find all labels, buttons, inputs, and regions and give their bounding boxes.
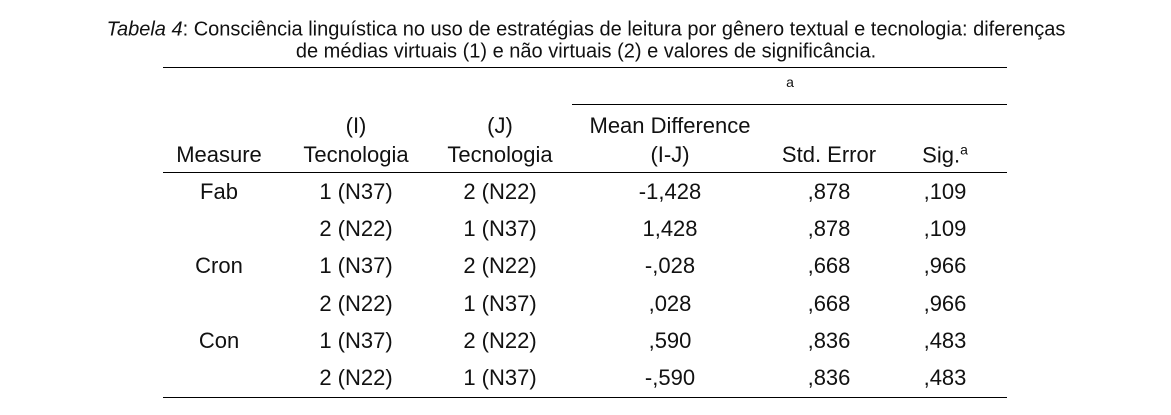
cell: 1 (N37) bbox=[319, 327, 393, 353]
column-header: Tecnologia bbox=[447, 142, 553, 167]
cell: ,878 bbox=[807, 179, 851, 204]
cell: ,483 bbox=[923, 365, 967, 390]
cell: -,590 bbox=[644, 365, 696, 390]
rule bbox=[572, 104, 1007, 105]
cell: ,109 bbox=[923, 179, 967, 204]
cell: ,483 bbox=[923, 327, 967, 353]
cell: 1 (N37) bbox=[463, 365, 537, 390]
rule bbox=[163, 397, 1007, 398]
cell: 1 (N37) bbox=[463, 216, 537, 242]
cell: ,836 bbox=[807, 365, 851, 390]
caption-line: de médias virtuais (1) e não virtuais (2… bbox=[295, 40, 877, 63]
column-header: Measure bbox=[176, 142, 262, 167]
cell: 2 (N22) bbox=[319, 290, 393, 316]
cell: ,836 bbox=[807, 327, 851, 353]
cell: 2 (N22) bbox=[463, 253, 537, 279]
column-header: Tecnologia bbox=[303, 142, 409, 167]
cell: ,668 bbox=[807, 290, 851, 316]
caption-line: Tabela 4: Consciência linguística no uso… bbox=[107, 19, 1066, 42]
caption-label: Tabela 4 bbox=[106, 18, 183, 41]
cell: 2 (N22) bbox=[319, 365, 393, 390]
rule bbox=[163, 172, 1007, 173]
cell: Cron bbox=[195, 253, 243, 279]
cell: ,028 bbox=[648, 290, 692, 316]
cell: 2 (N22) bbox=[463, 327, 537, 353]
column-header: Mean Difference bbox=[589, 113, 751, 138]
cell: ,109 bbox=[923, 216, 967, 242]
cell: 1 (N37) bbox=[319, 179, 393, 204]
cell: 1 (N37) bbox=[319, 253, 393, 279]
cell: -1,428 bbox=[638, 179, 702, 204]
cell: ,668 bbox=[807, 253, 851, 279]
cell: ,966 bbox=[923, 253, 967, 279]
caption-text: : Consciência linguística no uso de estr… bbox=[182, 18, 1066, 41]
column-header: (J) bbox=[487, 113, 513, 138]
rule bbox=[163, 67, 1007, 68]
column-header: Std. Error bbox=[781, 142, 877, 167]
cell: -,028 bbox=[644, 253, 696, 279]
column-header: Sig.a bbox=[922, 141, 968, 168]
cell: 2 (N22) bbox=[319, 216, 393, 242]
cell: ,966 bbox=[923, 290, 967, 316]
cell: Fab bbox=[200, 179, 238, 204]
superscript: a bbox=[960, 141, 968, 158]
cell: 2 (N22) bbox=[463, 179, 537, 204]
cell: Con bbox=[198, 327, 240, 353]
span-note: a bbox=[786, 74, 794, 90]
cell: ,590 bbox=[648, 327, 692, 353]
cell: 1 (N37) bbox=[463, 290, 537, 316]
cell: ,878 bbox=[807, 216, 851, 242]
column-header: (I-J) bbox=[650, 142, 690, 167]
cell: 1,428 bbox=[642, 216, 698, 242]
column-header: (I) bbox=[345, 113, 367, 138]
